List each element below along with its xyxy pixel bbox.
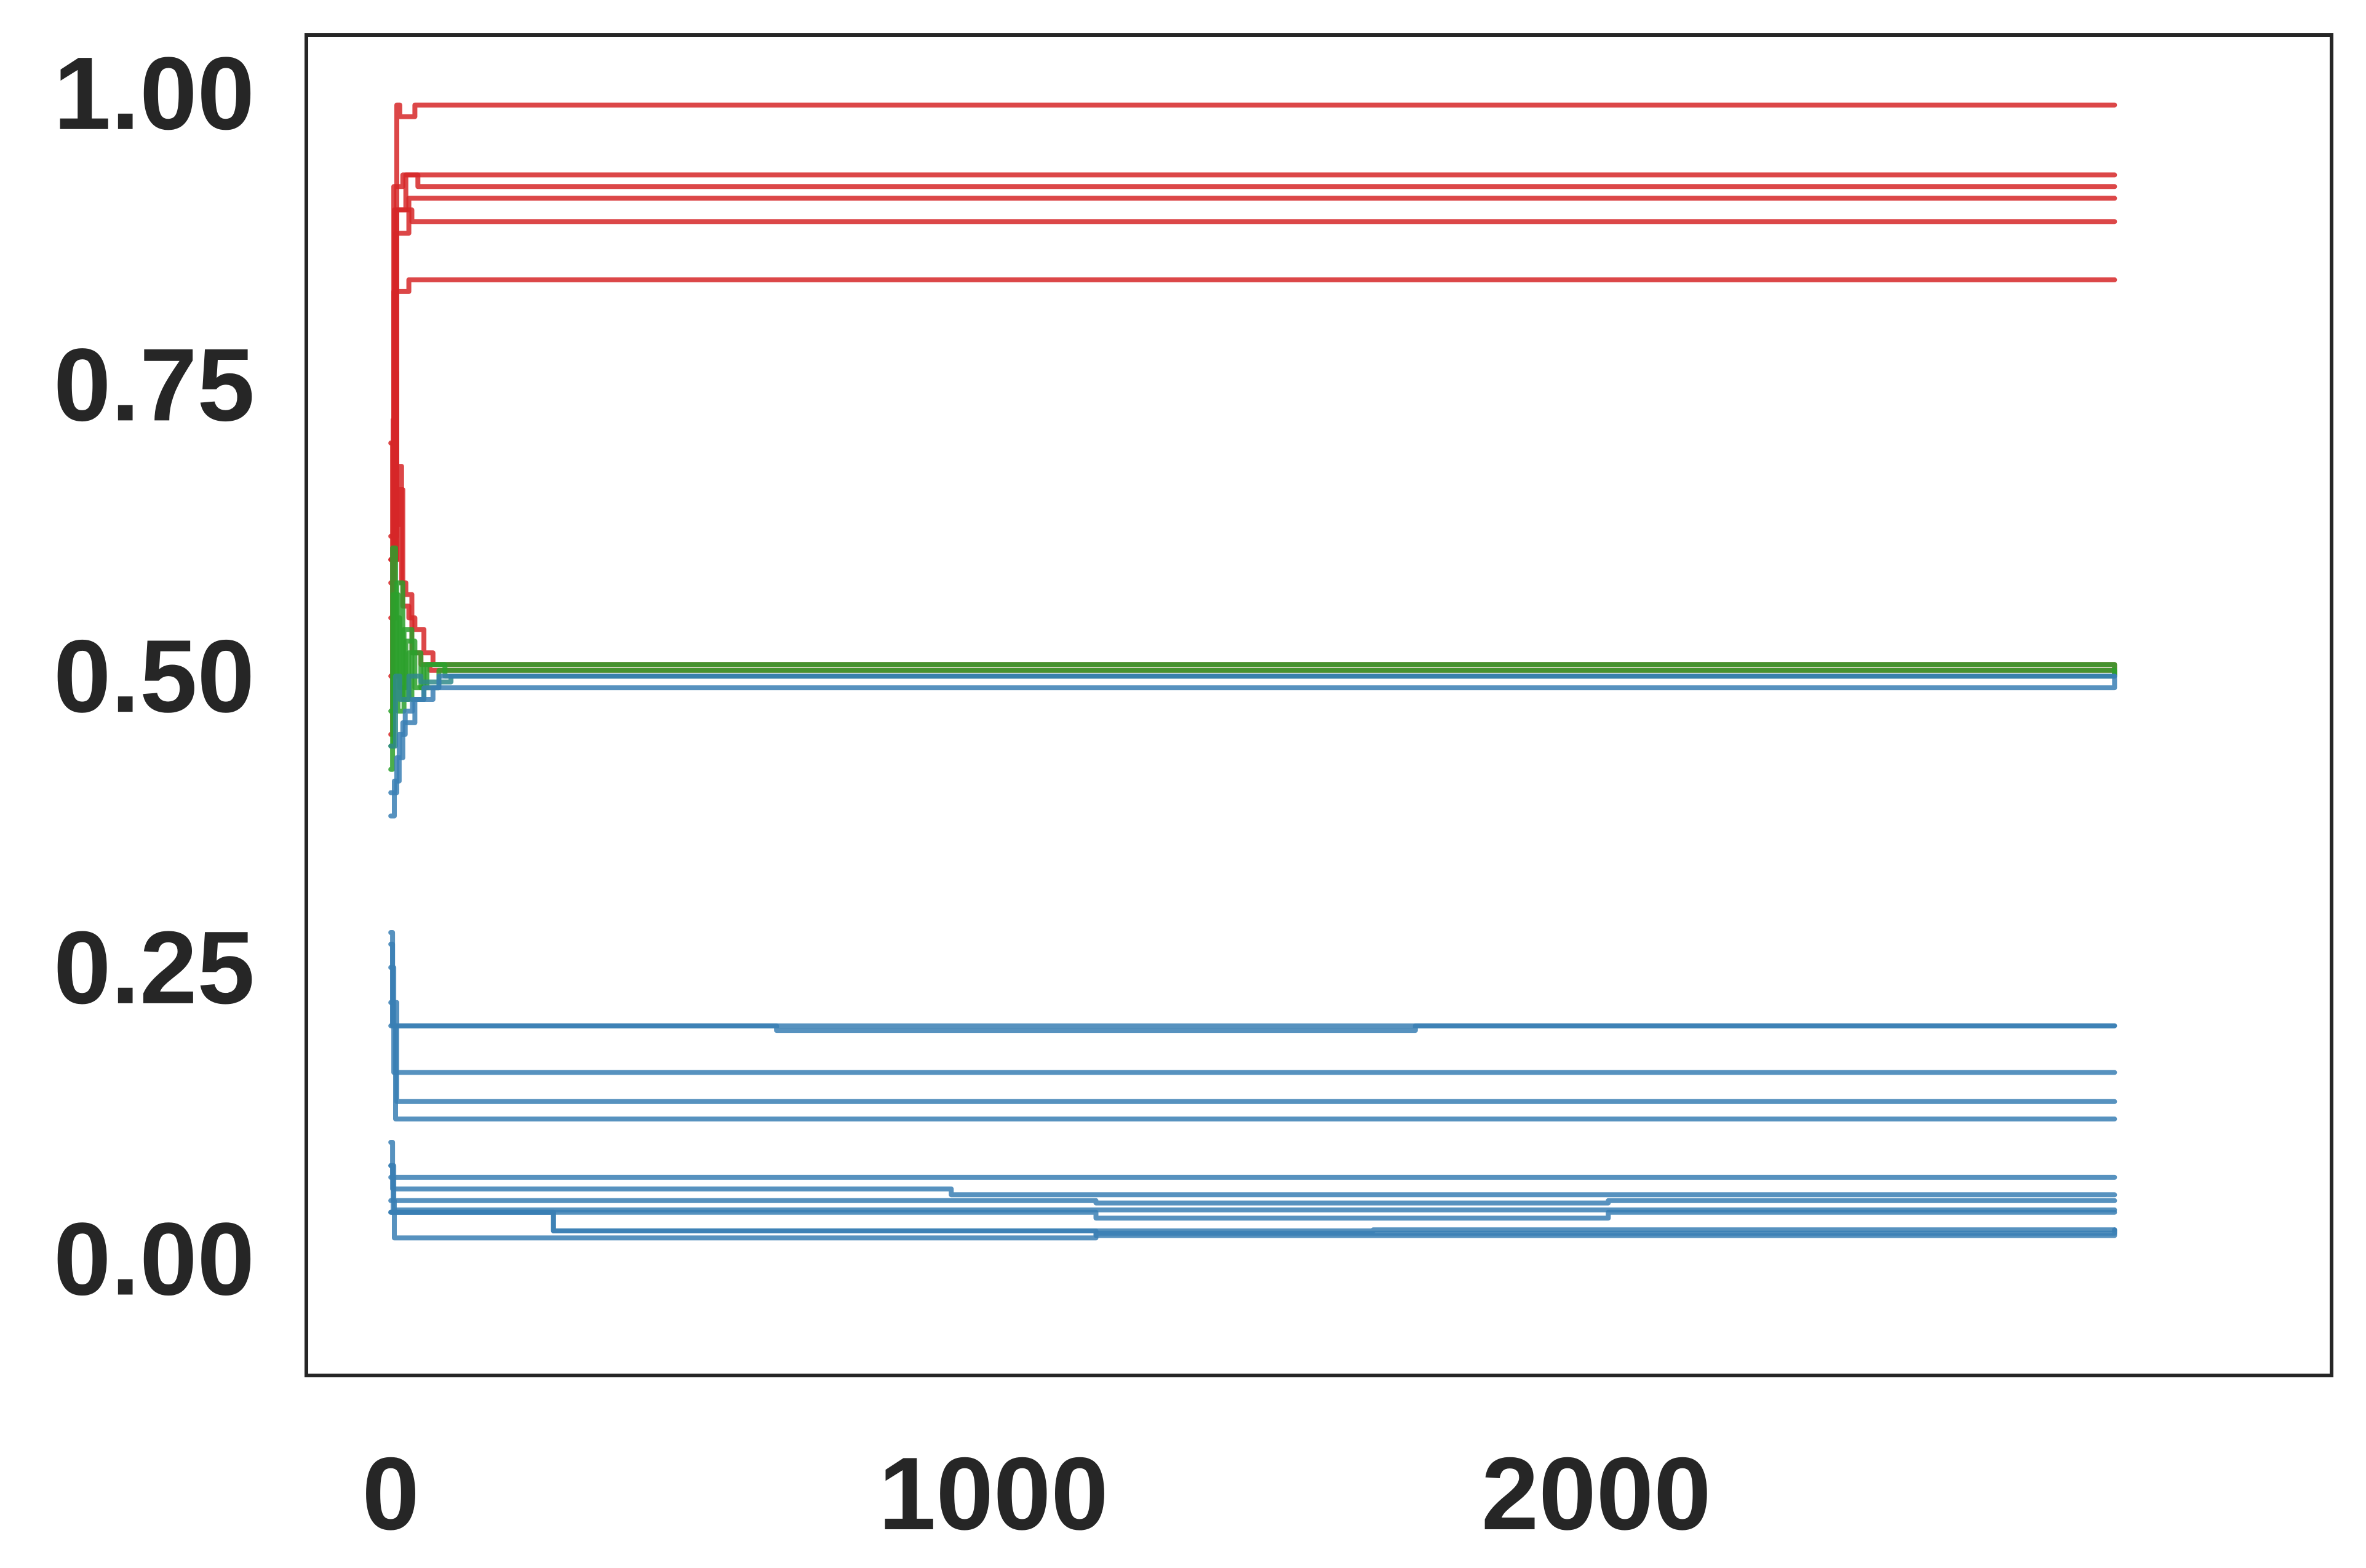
series-line-blue-7 [388, 1023, 2117, 1122]
x-axis-ticks: 0 1000 2000 [362, 1436, 1711, 1551]
series-line-teal-main [388, 674, 2117, 749]
y-tick-label: 0.50 [54, 618, 255, 734]
y-tick-label: 0.00 [54, 1201, 255, 1317]
y-tick-label: 1.00 [54, 36, 255, 151]
x-tick-label: 1000 [878, 1436, 1109, 1551]
y-axis-ticks: 0.00 0.25 0.50 0.75 1.00 [54, 36, 255, 1317]
series-line-blue-8 [388, 1140, 2117, 1180]
series-line-blue-15 [388, 1198, 2117, 1241]
y-tick-label: 0.75 [54, 327, 255, 442]
series-layer [388, 102, 2117, 1241]
series-line-blue-2 [388, 674, 2117, 795]
series-line-blue-5 [388, 965, 2117, 1075]
x-tick-label: 0 [362, 1436, 419, 1551]
series-line-blue-10 [388, 1163, 2117, 1206]
plot-frame [305, 33, 2333, 1377]
x-tick-label: 2000 [1481, 1436, 1711, 1551]
y-tick-label: 0.25 [54, 910, 255, 1025]
series-line-green-3 [388, 592, 2117, 714]
